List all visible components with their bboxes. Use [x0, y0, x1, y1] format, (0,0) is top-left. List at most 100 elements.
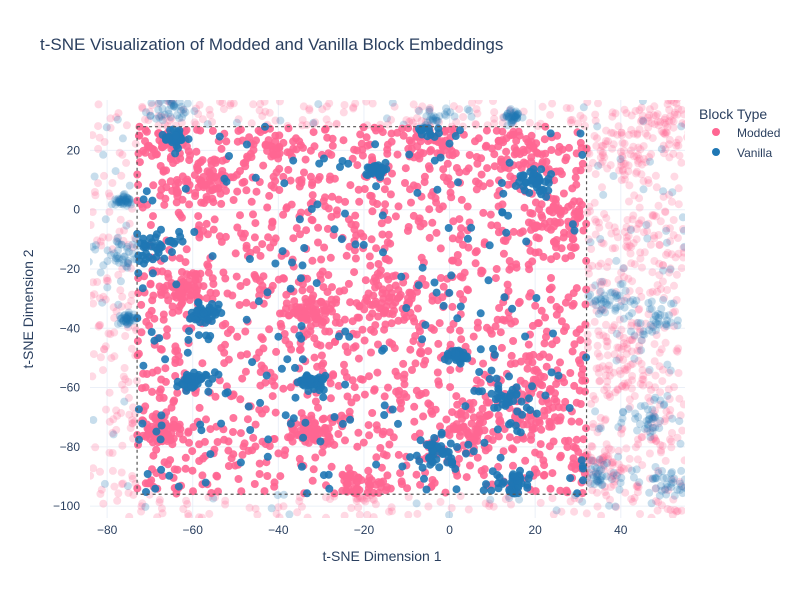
point-modded	[473, 453, 482, 462]
point-vanilla	[297, 462, 306, 471]
point-modded	[321, 202, 330, 211]
point-modded	[650, 257, 659, 265]
point-modded	[295, 497, 304, 506]
point-modded	[224, 446, 233, 455]
point-modded	[122, 121, 131, 130]
point-modded	[532, 139, 541, 148]
point-modded	[649, 111, 658, 120]
point-vanilla	[263, 452, 272, 461]
point-vanilla	[289, 156, 298, 165]
point-modded	[358, 151, 367, 160]
point-modded	[114, 196, 123, 205]
plot-area[interactable]	[85, 85, 711, 522]
point-modded	[363, 296, 371, 305]
point-vanilla	[651, 311, 660, 320]
point-vanilla	[278, 247, 287, 256]
point-modded	[446, 366, 455, 374]
point-modded	[557, 507, 566, 516]
chart-title: t-SNE Visualization of Modded and Vanill…	[40, 35, 503, 54]
point-modded	[125, 410, 134, 419]
point-vanilla	[139, 259, 148, 268]
point-modded	[602, 491, 611, 500]
point-vanilla	[330, 225, 339, 234]
point-vanilla	[111, 167, 120, 176]
point-modded	[465, 151, 474, 159]
point-vanilla	[598, 305, 607, 313]
point-modded	[93, 236, 102, 245]
point-modded	[198, 156, 207, 165]
point-modded	[469, 413, 478, 422]
point-vanilla	[119, 317, 128, 326]
point-modded	[274, 154, 283, 163]
point-vanilla	[451, 355, 460, 364]
point-modded	[259, 272, 268, 281]
point-modded	[674, 344, 683, 353]
point-vanilla	[121, 195, 130, 204]
point-modded	[101, 295, 110, 304]
point-vanilla	[647, 499, 656, 508]
point-modded	[345, 407, 354, 416]
point-modded	[592, 141, 601, 150]
point-modded	[182, 496, 191, 505]
point-modded	[629, 239, 638, 248]
point-modded	[641, 158, 650, 167]
point-modded	[148, 101, 157, 110]
point-modded	[387, 319, 396, 328]
point-modded	[665, 105, 674, 114]
point-modded	[115, 148, 124, 157]
point-vanilla	[642, 417, 651, 425]
point-modded	[617, 297, 626, 305]
point-modded	[678, 119, 685, 128]
point-modded	[353, 161, 362, 170]
point-modded	[563, 443, 572, 452]
point-vanilla	[423, 132, 432, 141]
point-modded	[623, 344, 632, 353]
point-vanilla	[635, 478, 644, 487]
point-vanilla	[676, 439, 685, 448]
point-modded	[614, 343, 623, 352]
point-modded	[305, 106, 314, 115]
point-vanilla	[537, 165, 546, 174]
point-modded	[661, 456, 670, 465]
point-vanilla	[394, 419, 402, 428]
point-vanilla	[552, 506, 561, 515]
point-modded	[408, 118, 417, 127]
point-modded	[540, 339, 549, 348]
point-modded	[617, 325, 626, 334]
point-vanilla	[418, 335, 427, 344]
point-modded	[234, 475, 243, 483]
point-modded	[581, 300, 590, 309]
point-modded	[332, 313, 341, 321]
point-modded	[589, 423, 597, 432]
point-modded	[601, 371, 610, 380]
point-modded	[650, 120, 659, 129]
point-modded	[349, 103, 358, 112]
point-modded	[587, 245, 596, 253]
point-modded	[223, 289, 232, 298]
point-modded	[183, 500, 192, 508]
point-modded	[679, 400, 685, 409]
point-vanilla	[121, 317, 130, 326]
point-modded	[551, 195, 560, 204]
point-vanilla	[316, 437, 325, 446]
point-modded	[222, 137, 231, 146]
point-modded	[409, 100, 418, 109]
point-modded	[146, 435, 155, 444]
point-modded	[639, 381, 647, 390]
point-modded	[124, 378, 133, 386]
point-vanilla	[630, 354, 639, 363]
point-vanilla	[578, 497, 587, 506]
point-modded	[319, 359, 328, 368]
point-modded	[616, 353, 625, 362]
point-modded	[190, 118, 199, 127]
point-vanilla	[618, 414, 627, 423]
point-vanilla	[611, 304, 620, 313]
point-modded	[545, 285, 554, 294]
point-modded	[163, 325, 172, 334]
point-modded	[602, 137, 610, 145]
point-modded	[638, 160, 646, 169]
point-modded	[531, 221, 540, 230]
point-modded	[640, 248, 649, 257]
point-modded	[624, 167, 633, 176]
point-vanilla	[306, 375, 315, 384]
